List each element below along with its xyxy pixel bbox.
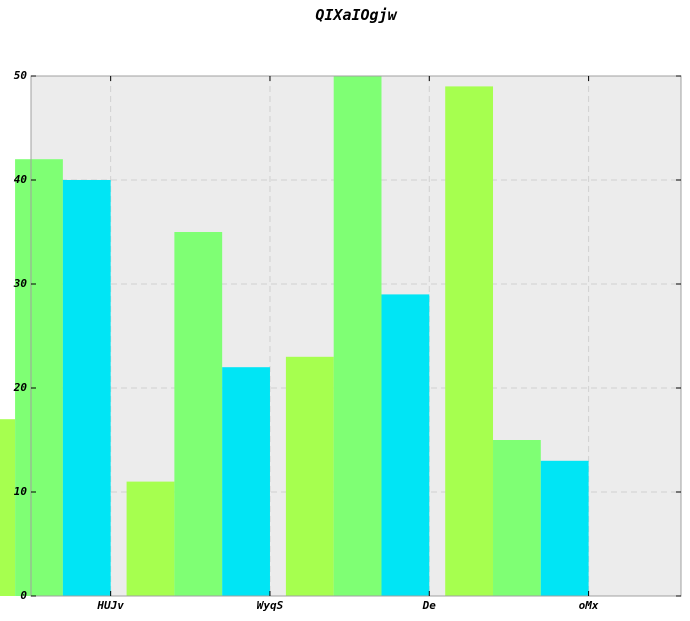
bar-omx-3 xyxy=(540,460,589,596)
bar-wyqs-2 xyxy=(174,232,223,596)
x-tick-label: oMx xyxy=(579,599,599,612)
bar-hujv-1 xyxy=(0,419,16,596)
y-tick-label: 0 xyxy=(20,589,27,602)
axis-ticks: 0 10 20 30 40 50 HUJv WyqS De oMx xyxy=(13,69,681,612)
x-tick-label: WyqS xyxy=(257,599,284,612)
bar-de-3 xyxy=(381,294,430,596)
plot-frame xyxy=(30,75,682,597)
bar-de-2 xyxy=(333,76,382,596)
y-tick-label: 50 xyxy=(14,69,28,82)
bar-wyqs-1 xyxy=(126,481,175,596)
bar-de-1 xyxy=(285,356,334,596)
y-tick-label: 10 xyxy=(14,485,28,498)
bar-hujv-3 xyxy=(62,180,111,596)
bars xyxy=(0,76,589,597)
bar-hujv-2 xyxy=(15,159,63,596)
x-tick-label: HUJv xyxy=(96,599,124,612)
bar-omx-1 xyxy=(445,86,494,597)
y-tick-label: 40 xyxy=(14,173,28,186)
chart-title: QIXaIOgjw xyxy=(315,6,397,24)
bar-omx-2 xyxy=(493,440,541,596)
x-tick-label: De xyxy=(422,599,437,612)
y-tick-label: 30 xyxy=(13,277,28,290)
y-tick-label: 20 xyxy=(13,381,28,394)
bar-wyqs-3 xyxy=(222,367,270,596)
